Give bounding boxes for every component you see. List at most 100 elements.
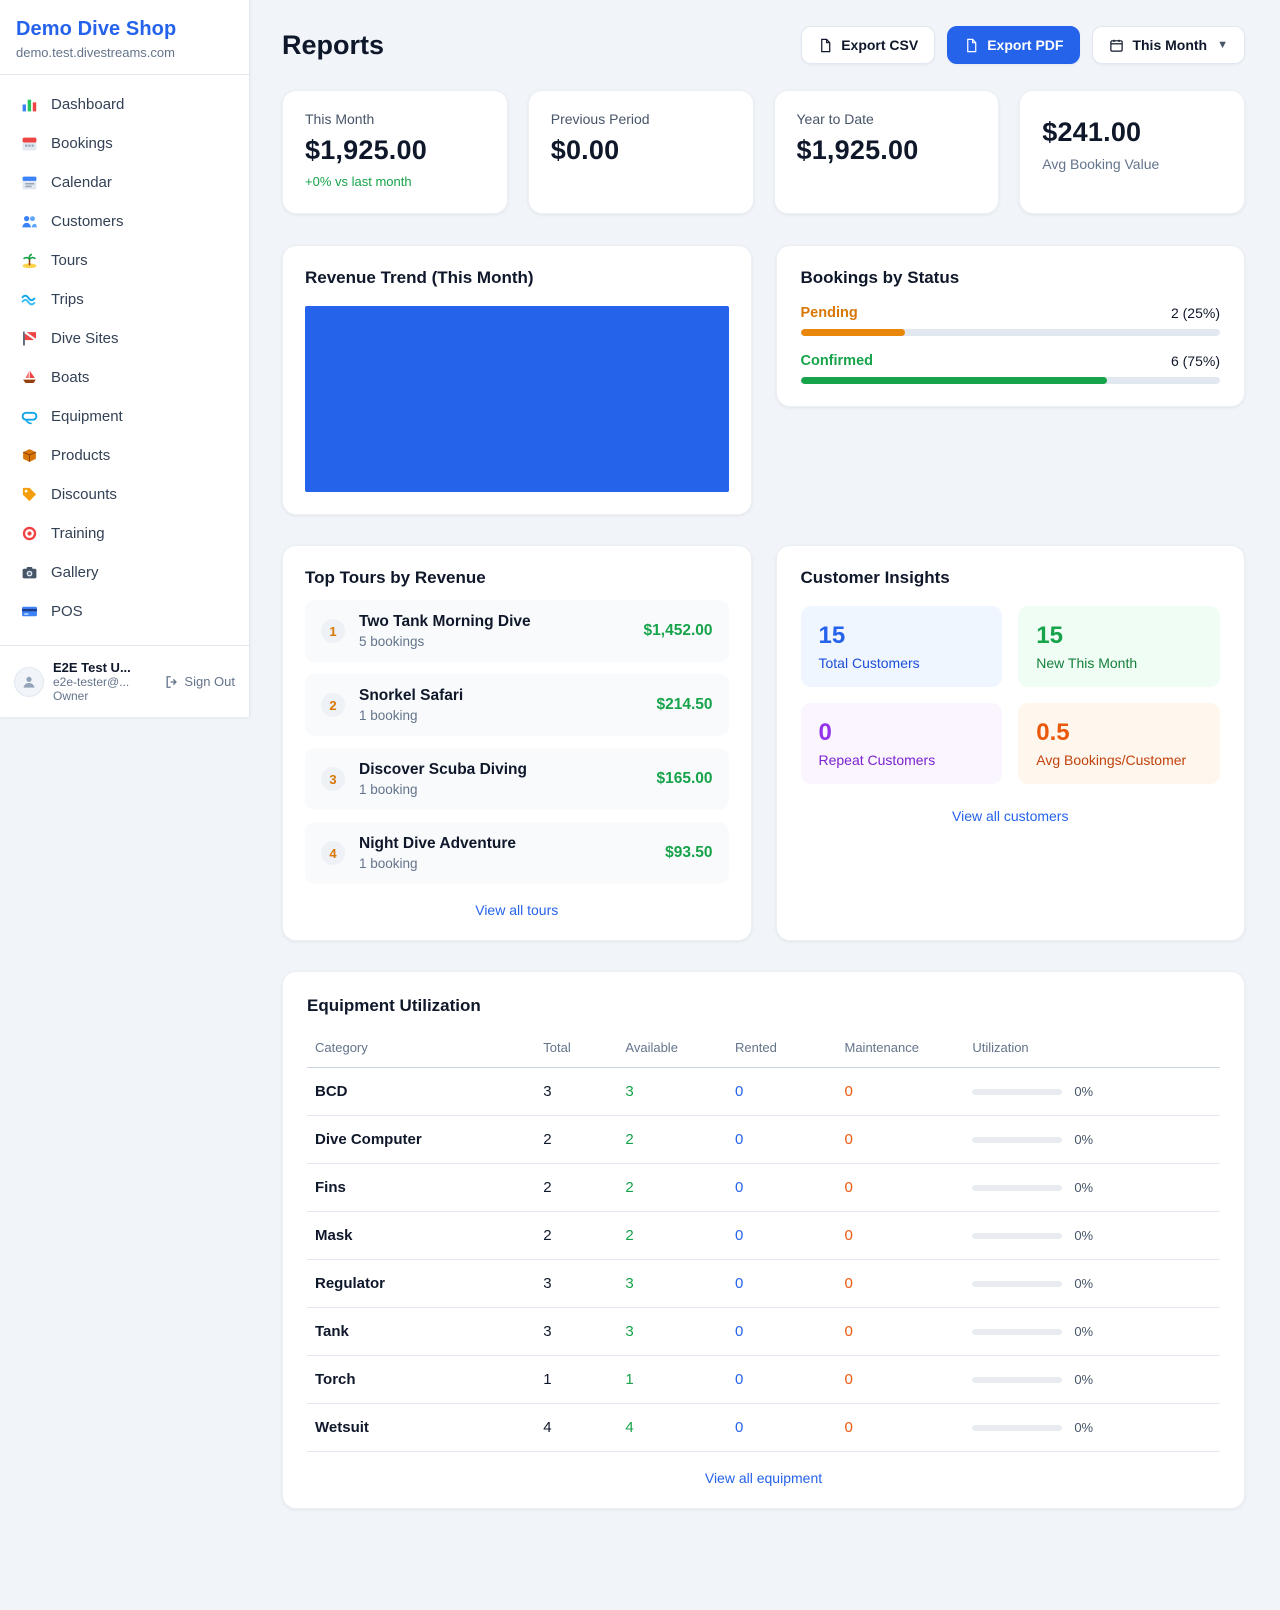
revenue-trend-card: Revenue Trend (This Month): [282, 245, 752, 515]
progress-track: [800, 329, 1220, 336]
utilization-bar: [972, 1184, 1063, 1191]
cell-total: 3: [535, 1067, 618, 1116]
dive-flag-icon: [21, 330, 38, 347]
tile-value: 15: [1036, 622, 1063, 649]
cell-category: Tank: [307, 1307, 536, 1356]
sidebar-item-label: Boats: [51, 369, 90, 386]
cell-available: 1: [617, 1355, 727, 1404]
tag-icon: [21, 486, 38, 503]
stat-card-this-month: This Month $1,925.00 +0% vs last month: [282, 90, 508, 214]
cell-maintenance: 0: [836, 1067, 965, 1116]
document-icon: [821, 38, 831, 52]
sidebar-item-discounts[interactable]: Discounts: [0, 475, 249, 514]
table-row: Regulator 3 3 0 0 0%: [307, 1259, 1220, 1308]
sidebar-item-training[interactable]: Training: [0, 514, 249, 553]
sidebar-item-tours[interactable]: Tours: [0, 241, 249, 280]
cell-available: 4: [617, 1403, 727, 1452]
user-info: E2E Test U... e2e-tester@... Owner: [53, 660, 156, 703]
tile-value: 0.5: [1036, 719, 1070, 746]
sidebar-item-dive-sites[interactable]: Dive Sites: [0, 319, 249, 358]
cell-total: 2: [535, 1163, 618, 1212]
tile-new-this-month: 15 New This Month: [1018, 606, 1220, 687]
status-group-pending: Pending 2 (25%): [800, 305, 1220, 336]
cell-rented: 0: [726, 1115, 837, 1164]
sidebar-item-label: Trips: [51, 291, 84, 308]
user-email: e2e-tester@...: [53, 675, 130, 689]
rank-badge: 1: [321, 619, 345, 643]
stat-label: Previous Period: [550, 111, 650, 127]
export-pdf-label: Export PDF: [987, 37, 1064, 53]
period-label: This Month: [1132, 37, 1208, 53]
period-dropdown[interactable]: This Month ▼: [1092, 26, 1245, 64]
column-header: Category: [307, 1030, 536, 1068]
target-icon: [21, 525, 38, 542]
wave-icon: [21, 291, 38, 308]
cell-rented: 0: [726, 1403, 837, 1452]
sidebar-item-customers[interactable]: Customers: [0, 202, 249, 241]
sidebar-item-boats[interactable]: Boats: [0, 358, 249, 397]
cell-maintenance: 0: [836, 1259, 965, 1308]
stat-value: $1,925.00: [796, 135, 919, 165]
status-group-confirmed: Confirmed 6 (75%): [800, 353, 1220, 384]
sidebar-item-label: Equipment: [51, 408, 123, 425]
sidebar-item-gallery[interactable]: Gallery: [0, 553, 249, 592]
dive-mask-icon: [21, 408, 38, 425]
sidebar-item-bookings[interactable]: Bookings: [0, 124, 249, 163]
cell-available: 3: [617, 1307, 727, 1356]
box-icon: [21, 447, 38, 464]
status-label: Confirmed: [800, 353, 874, 369]
stat-label: This Month: [305, 111, 375, 127]
stats-row: This Month $1,925.00 +0% vs last month P…: [282, 90, 1245, 214]
export-csv-label: Export CSV: [841, 37, 919, 53]
cell-maintenance: 0: [836, 1115, 965, 1164]
export-csv-button[interactable]: Export CSV: [801, 26, 936, 64]
stat-card-year-to-date: Year to Date $1,925.00: [773, 90, 1000, 214]
sign-out-button[interactable]: Sign Out: [165, 674, 235, 689]
sidebar-item-label: Dive Sites: [51, 330, 119, 347]
equipment-utilization-card: Equipment Utilization Category Total Ava…: [282, 971, 1245, 1509]
utilization-bar: [972, 1328, 1063, 1335]
utilization-percent: 0%: [1074, 1084, 1094, 1099]
utilization-bar: [972, 1232, 1063, 1239]
status-label: Pending: [800, 305, 858, 321]
stat-card-avg-booking-value: $241.00 Avg Booking Value: [1019, 90, 1245, 214]
sidebar-item-label: Customers: [51, 213, 124, 230]
cell-category: Fins: [307, 1163, 536, 1212]
tour-bookings: 1 booking: [359, 782, 418, 797]
status-count: 2 (25%): [1170, 305, 1220, 321]
revenue-trend-title: Revenue Trend (This Month): [305, 268, 534, 287]
cell-available: 2: [617, 1115, 727, 1164]
sign-out-label: Sign Out: [184, 674, 235, 689]
sidebar-item-dashboard[interactable]: Dashboard: [0, 85, 249, 124]
sidebar-item-trips[interactable]: Trips: [0, 280, 249, 319]
insight-tiles: 15 Total Customers 15 New This Month 0 R…: [800, 606, 1220, 784]
topbar: Reports Export CSV Export PDF This Month…: [282, 26, 1245, 64]
sidebar-item-calendar[interactable]: Calendar: [0, 163, 249, 202]
sidebar-item-label: Bookings: [51, 135, 113, 152]
sidebar-item-label: POS: [51, 603, 83, 620]
top-tours-title: Top Tours by Revenue: [305, 568, 486, 587]
export-pdf-button[interactable]: Export PDF: [947, 26, 1081, 64]
cell-category: Wetsuit: [307, 1403, 536, 1452]
bar-chart-icon: [21, 96, 38, 113]
view-all-customers-link[interactable]: View all customers: [952, 808, 1069, 824]
sidebar-item-products[interactable]: Products: [0, 436, 249, 475]
customer-insights-title: Customer Insights: [800, 568, 950, 587]
stat-delta: +0% vs last month: [305, 174, 412, 189]
brand-domain: demo.test.divestreams.com: [16, 45, 175, 60]
cell-maintenance: 0: [836, 1163, 965, 1212]
column-header: Available: [617, 1030, 727, 1068]
document-icon: [967, 38, 977, 52]
sidebar-item-equipment[interactable]: Equipment: [0, 397, 249, 436]
camera-icon: [21, 564, 38, 581]
cell-maintenance: 0: [836, 1211, 965, 1260]
progress-fill-pending: [800, 329, 906, 336]
revenue-trend-chart: [305, 306, 729, 492]
view-all-equipment-link[interactable]: View all equipment: [704, 1470, 823, 1486]
sidebar-item-pos[interactable]: POS: [0, 592, 249, 631]
view-all-tours-link[interactable]: View all tours: [475, 902, 559, 918]
cell-total: 4: [535, 1403, 618, 1452]
utilization-percent: 0%: [1074, 1276, 1094, 1291]
cell-category: BCD: [307, 1067, 536, 1116]
table-header-row: Category Total Available Rented Maintena…: [307, 1030, 1220, 1068]
